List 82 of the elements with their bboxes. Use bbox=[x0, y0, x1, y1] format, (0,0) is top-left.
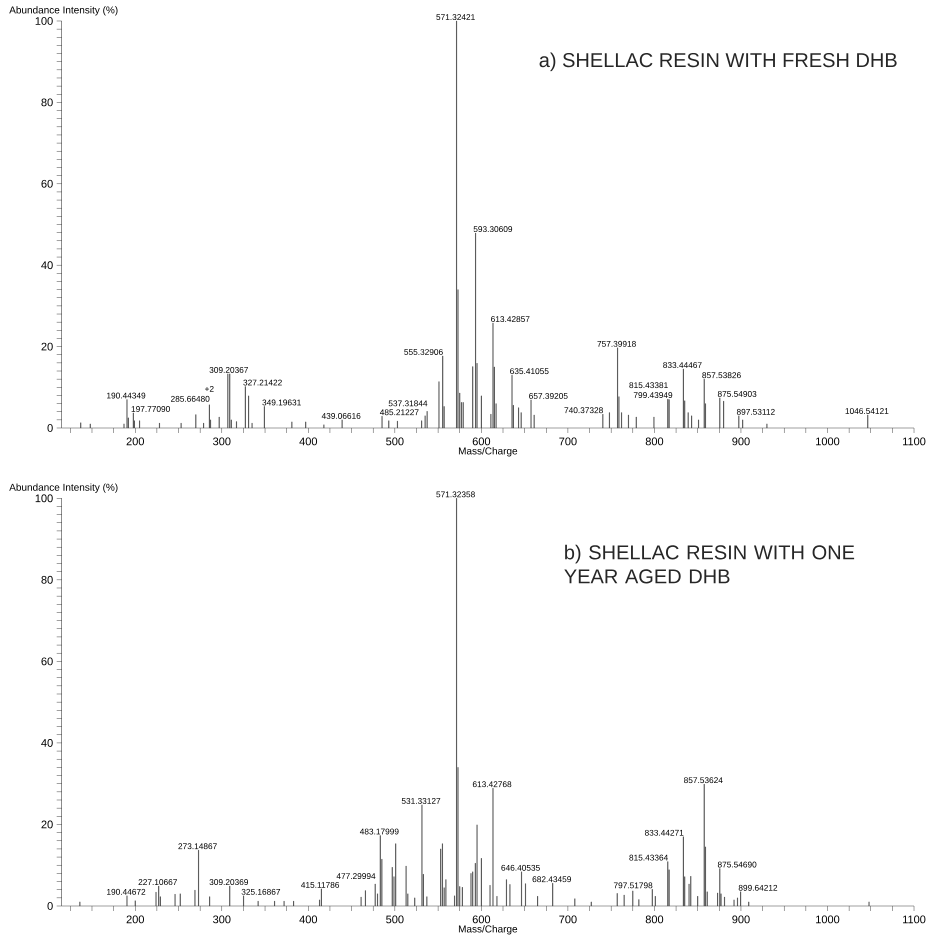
x-tick-label: 900 bbox=[732, 438, 750, 446]
annotation: 571.32421 bbox=[436, 14, 475, 20]
annotation: 740.37328 bbox=[564, 407, 603, 414]
x-tick-label: 300 bbox=[213, 438, 231, 446]
y-tick-label: 80 bbox=[41, 576, 53, 584]
text: a) SHELLAC RESIN WITH FRESH DHB bbox=[540, 52, 897, 72]
y-tick-label: 100 bbox=[36, 17, 53, 25]
y-tick-label: 20 bbox=[41, 820, 53, 828]
annotation: 797.51798 bbox=[614, 882, 652, 888]
annotation: 833.44271 bbox=[644, 830, 684, 836]
x-tick-label: 1100 bbox=[903, 438, 926, 446]
x-tick-label: 1000 bbox=[816, 916, 840, 924]
x-tick-label: 1000 bbox=[816, 438, 840, 446]
annotation: 857.53826 bbox=[702, 372, 741, 378]
y-tick-label: 20 bbox=[41, 342, 53, 350]
annotation: 897.53112 bbox=[736, 408, 775, 415]
annotation: 593.30609 bbox=[474, 226, 512, 232]
annotation: 349.19631 bbox=[262, 400, 301, 406]
annotation: +2 bbox=[204, 386, 214, 392]
annotation: 613.42768 bbox=[472, 781, 512, 788]
y-axis-title: Abundance Intensity (%) bbox=[9, 483, 118, 493]
y-axis-title: Abundance Intensity (%) bbox=[9, 6, 118, 16]
annotation: 815.43381 bbox=[629, 382, 668, 388]
annotation: 899.64212 bbox=[738, 884, 778, 891]
annotation: 227.10667 bbox=[138, 879, 177, 886]
x-tick-label: 500 bbox=[386, 438, 404, 446]
annotation: 875.54690 bbox=[718, 862, 756, 868]
x-tick-label: 800 bbox=[646, 438, 664, 446]
x-axis-title: Mass/Charge bbox=[458, 925, 518, 934]
x-tick-label: 200 bbox=[126, 916, 144, 924]
x-tick-label: 700 bbox=[559, 916, 577, 924]
annotation: 537.31844 bbox=[388, 400, 428, 406]
x-tick-label: 200 bbox=[126, 438, 144, 446]
annotation: 682.43459 bbox=[532, 876, 571, 882]
annotation: 571.32358 bbox=[436, 491, 475, 498]
annotation: 635.41055 bbox=[510, 368, 549, 374]
annotation: 477.29994 bbox=[336, 873, 376, 879]
annotation: 190.44349 bbox=[107, 392, 146, 398]
y-tick-label: 60 bbox=[42, 657, 53, 666]
x-tick-label: 400 bbox=[299, 438, 318, 446]
text: b) SHELLAC RESIN WITH ONE YEAR AGED DHB bbox=[564, 544, 854, 584]
annotation: 439.06616 bbox=[322, 412, 360, 419]
x-tick-label: 700 bbox=[559, 438, 577, 446]
y-tick-label: 0 bbox=[48, 424, 53, 432]
annotation: 415.11786 bbox=[301, 882, 340, 888]
x-tick-label: 1100 bbox=[903, 916, 926, 924]
x-axis-title: Mass/Charge bbox=[458, 447, 518, 456]
y-tick-label: 80 bbox=[41, 98, 53, 106]
annotation: 531.33127 bbox=[402, 798, 440, 804]
annotation: 646.40535 bbox=[501, 864, 540, 871]
annotation: 309.20367 bbox=[210, 366, 248, 373]
x-tick-label: 300 bbox=[213, 916, 231, 924]
annotation: 815.43364 bbox=[629, 854, 668, 861]
y-tick-label: 100 bbox=[36, 494, 53, 502]
annotation: 309.20369 bbox=[210, 879, 248, 886]
annotation: 833.44467 bbox=[663, 362, 702, 368]
annotation: 799.43949 bbox=[634, 392, 672, 398]
y-tick-label: 40 bbox=[41, 739, 53, 747]
x-tick-label: 800 bbox=[646, 916, 664, 924]
y-tick-label: 0 bbox=[48, 902, 53, 910]
x-tick-label: 600 bbox=[472, 916, 490, 924]
y-tick-label: 40 bbox=[41, 261, 53, 270]
x-tick-label: 500 bbox=[386, 916, 404, 924]
annotation: 190.44672 bbox=[107, 888, 146, 895]
x-tick-label: 600 bbox=[472, 438, 490, 446]
annotation: 757.39918 bbox=[597, 340, 636, 347]
annotation: 483.17999 bbox=[360, 828, 399, 834]
annotation: 1046.54121 bbox=[846, 408, 888, 414]
annotation: 285.66480 bbox=[170, 396, 210, 402]
annotation: 197.77090 bbox=[132, 406, 170, 412]
annotation: 485.21227 bbox=[380, 409, 419, 416]
annotation: 657.39205 bbox=[529, 393, 568, 399]
annotation: 555.32906 bbox=[404, 349, 443, 355]
annotation: 857.53624 bbox=[684, 777, 723, 784]
annotation: 613.42857 bbox=[491, 316, 530, 322]
x-tick-label: 900 bbox=[732, 916, 750, 924]
x-tick-label: 400 bbox=[299, 916, 318, 924]
annotation: 325.16867 bbox=[242, 888, 280, 895]
y-tick-label: 60 bbox=[42, 180, 53, 188]
annotation: 273.14867 bbox=[178, 843, 217, 850]
annotation: 875.54903 bbox=[718, 391, 756, 397]
annotation: 327.21422 bbox=[243, 380, 282, 386]
